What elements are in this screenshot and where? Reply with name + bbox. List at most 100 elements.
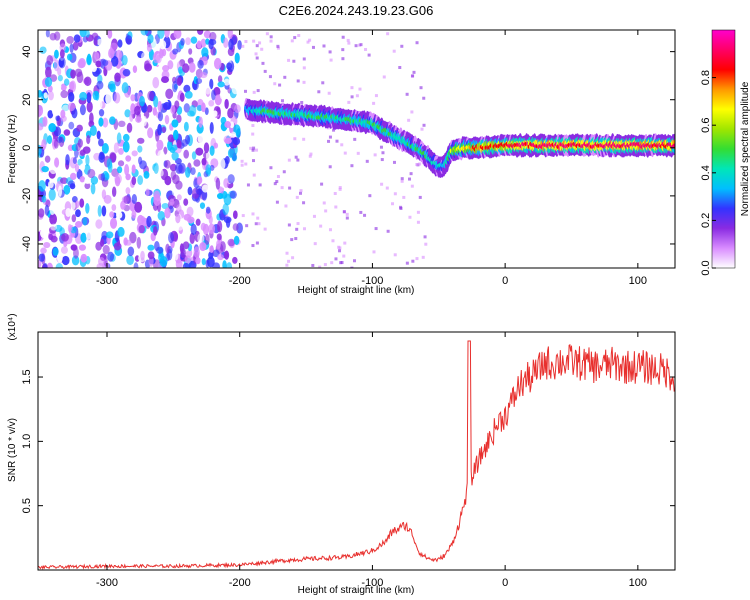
noise-cell: [199, 71, 208, 79]
noise-cell: [224, 98, 229, 110]
noise-cell: [65, 154, 70, 166]
snr-scale-note: (x10⁴): [7, 313, 18, 340]
noise-cell: [209, 245, 214, 253]
noise-cell: [102, 244, 110, 255]
noise-cell: [204, 85, 211, 95]
noise-cell: [50, 223, 58, 231]
noise-cell: [213, 142, 219, 149]
noise-cell: [421, 255, 425, 259]
noise-cell: [164, 30, 170, 38]
noise-cell: [208, 251, 214, 260]
noise-cell: [50, 207, 55, 216]
noise-cell: [100, 238, 105, 247]
figure-title: C2E6.2024.243.19.23.G06: [279, 3, 434, 18]
noise-cell: [60, 90, 69, 99]
noise-cell: [46, 55, 54, 66]
ridge-cell: [672, 143, 675, 149]
noise-cell: [141, 115, 147, 127]
noise-cell: [302, 201, 306, 205]
noise-cell: [226, 262, 233, 268]
noise-cell: [399, 205, 403, 209]
noise-cell: [45, 66, 52, 78]
noise-cell: [111, 186, 117, 198]
noise-cell: [182, 230, 188, 242]
noise-cell: [269, 39, 273, 43]
noise-cell: [175, 204, 182, 213]
noise-cell: [183, 103, 190, 113]
noise-cell: [89, 125, 97, 137]
snr-xlabel: Height of straight line (km): [298, 585, 415, 596]
noise-cell: [244, 40, 248, 44]
noise-cell: [308, 154, 312, 158]
noise-cell: [276, 175, 280, 179]
noise-cell: [243, 89, 247, 93]
noise-cell: [116, 132, 122, 144]
noise-cell: [185, 37, 191, 46]
noise-cell: [350, 86, 354, 90]
noise-cell: [137, 137, 145, 144]
noise-cell: [232, 210, 238, 220]
noise-cell: [198, 116, 203, 128]
x-tick-label: -300: [96, 577, 118, 589]
noise-cell: [372, 250, 376, 254]
noise-cell: [116, 211, 123, 219]
noise-cell: [96, 130, 101, 140]
noise-cell: [232, 223, 239, 231]
noise-cell: [251, 148, 255, 152]
noise-cell: [78, 244, 87, 251]
noise-cell: [294, 237, 298, 241]
noise-cell: [240, 159, 244, 163]
noise-cell: [42, 116, 48, 127]
noise-cell: [101, 205, 107, 217]
noise-cell: [105, 93, 112, 105]
noise-cell: [90, 64, 97, 73]
noise-cell: [172, 48, 178, 55]
noise-cell: [340, 261, 344, 265]
noise-cell: [224, 250, 230, 260]
noise-cell: [101, 230, 108, 240]
noise-cell: [49, 32, 57, 41]
colorbar: 0.0 0.2 0.4 0.6 0.8 Normalized spectral ampl…: [700, 29, 750, 276]
noise-cell: [109, 217, 118, 229]
noise-cell: [373, 153, 377, 157]
noise-cell: [217, 220, 223, 233]
spectrogram-xlabel: Height of straight line (km): [298, 285, 415, 296]
noise-cell: [343, 241, 347, 245]
noise-cell: [382, 75, 386, 79]
noise-cell: [52, 39, 61, 49]
noise-cell: [400, 44, 404, 48]
noise-cell: [227, 30, 233, 40]
snr-x-ticks: -300 -200 -100 0 100: [96, 332, 647, 589]
noise-cell: [255, 241, 259, 245]
noise-cell: [75, 200, 80, 209]
noise-cell: [216, 239, 221, 250]
noise-cell: [69, 43, 74, 54]
noise-cell: [285, 263, 289, 267]
noise-cell: [245, 224, 249, 228]
noise-cell: [205, 206, 211, 214]
noise-cell: [184, 255, 192, 264]
noise-cell: [60, 109, 66, 119]
noise-cell: [299, 191, 303, 195]
noise-cell: [353, 259, 357, 263]
noise-cell: [328, 50, 332, 54]
noise-cell: [319, 224, 323, 228]
noise-cell: [38, 180, 46, 192]
noise-cell: [124, 109, 131, 118]
noise-cell: [345, 216, 349, 220]
noise-cell: [63, 184, 71, 195]
noise-cell: [219, 158, 226, 170]
noise-cell: [137, 175, 144, 186]
noise-cell: [201, 184, 209, 193]
noise-cell: [213, 57, 222, 70]
noise-cell: [84, 182, 91, 190]
noise-cell: [142, 201, 148, 214]
noise-cell: [214, 94, 222, 106]
noise-cell: [206, 256, 215, 268]
noise-cell: [302, 57, 306, 61]
noise-cell: [201, 258, 206, 266]
noise-cell: [331, 239, 335, 243]
noise-cell: [171, 119, 179, 128]
noise-cell: [217, 81, 225, 88]
noise-cell: [227, 148, 234, 158]
